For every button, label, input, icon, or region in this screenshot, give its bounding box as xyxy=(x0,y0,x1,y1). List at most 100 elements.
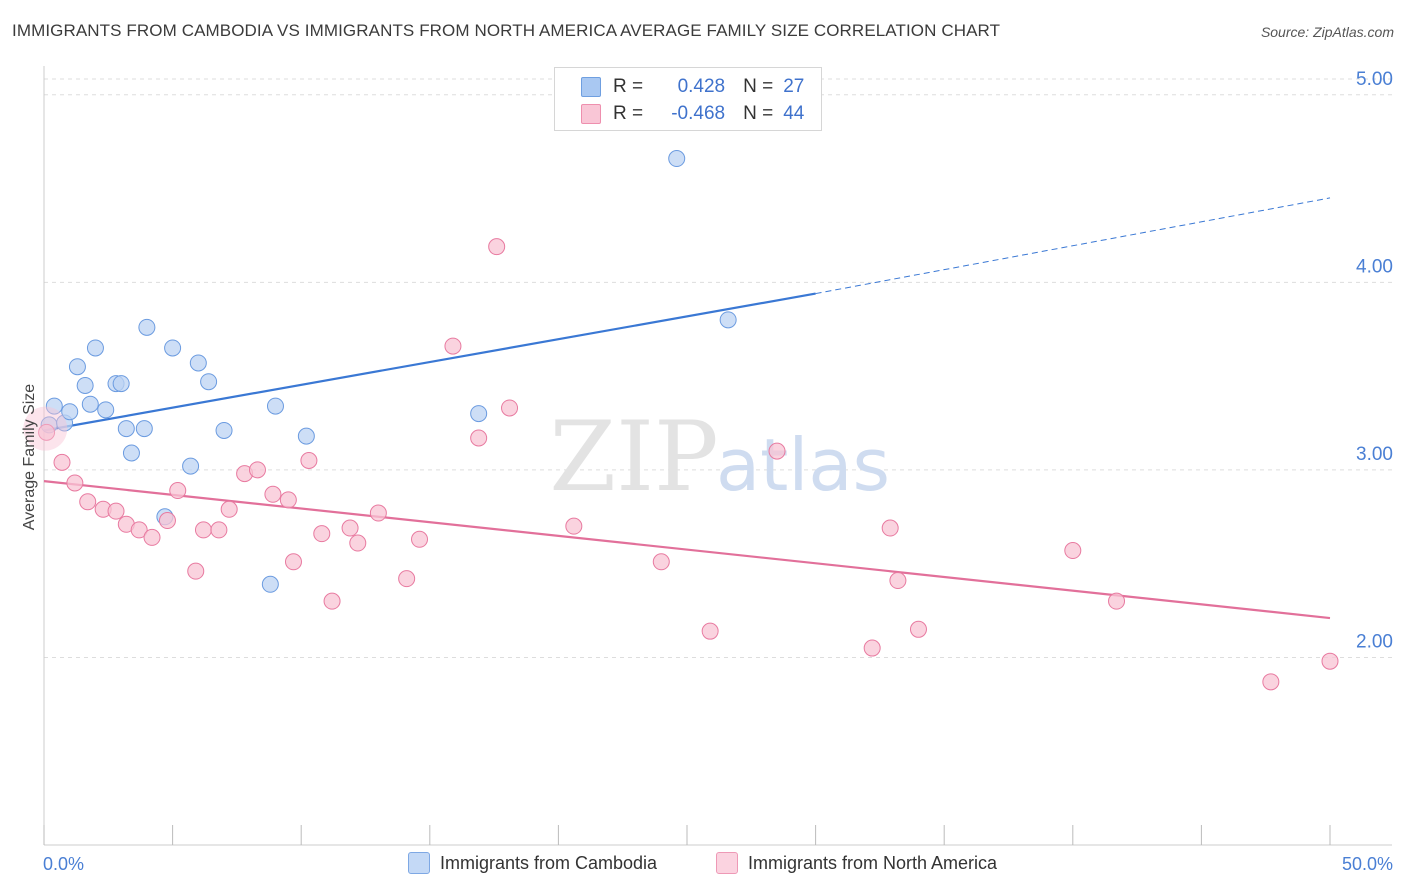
gridlines xyxy=(44,78,1392,658)
point-north-america xyxy=(38,423,56,441)
legend-r-label: R = xyxy=(613,76,644,97)
legend-n-value: 27 xyxy=(783,76,805,97)
point-cambodia xyxy=(122,444,140,462)
chart-title: IMMIGRANTS FROM CAMBODIA VS IMMIGRANTS F… xyxy=(12,21,1001,40)
legend-swatch-cambodia xyxy=(581,77,601,97)
legend-label-cambodia: Immigrants from Cambodia xyxy=(440,852,658,873)
y-tick-label: 2.00 xyxy=(1356,631,1393,652)
x-tick-label: 0.0% xyxy=(43,854,84,874)
legend-row-cambodia: R = 0.428 N = 27 xyxy=(555,73,804,101)
y-axis-label: Average Family Size xyxy=(21,384,38,531)
legend-r-label: R = xyxy=(613,103,644,124)
point-north-america xyxy=(158,512,176,530)
point-north-america xyxy=(501,399,519,417)
y-tick-label: 3.00 xyxy=(1356,444,1393,465)
point-north-america xyxy=(341,519,359,537)
axes xyxy=(43,66,1392,846)
point-cambodia xyxy=(719,311,737,329)
point-north-america xyxy=(313,525,331,543)
point-cambodia xyxy=(61,403,79,421)
legend-r-value: -0.468 xyxy=(671,103,726,124)
point-north-america xyxy=(248,461,266,479)
point-north-america xyxy=(1108,592,1126,610)
point-north-america xyxy=(768,442,786,460)
legend-row-north-america: R = -0.468 N = 44 xyxy=(555,100,804,128)
point-north-america xyxy=(1321,652,1339,670)
point-north-america xyxy=(398,570,416,588)
point-north-america xyxy=(130,521,148,539)
point-cambodia xyxy=(215,421,233,439)
point-north-america xyxy=(369,504,387,522)
point-north-america xyxy=(279,491,297,509)
legend-r-value: 0.428 xyxy=(677,76,726,97)
point-cambodia xyxy=(182,457,200,475)
point-north-america xyxy=(284,553,302,571)
series-legend: Immigrants from Cambodia Immigrants from… xyxy=(0,852,1406,878)
legend-item-north-america: Immigrants from North America xyxy=(716,852,997,874)
point-north-america xyxy=(300,452,318,469)
point-north-america xyxy=(909,620,927,638)
point-north-america xyxy=(863,639,881,657)
point-north-america xyxy=(210,521,228,539)
point-north-america xyxy=(220,500,238,518)
point-cluster xyxy=(23,406,68,451)
point-cambodia xyxy=(135,420,153,438)
legend-swatch-north-america xyxy=(716,852,738,874)
point-cambodia xyxy=(266,397,284,415)
point-cambodia xyxy=(112,375,130,393)
point-cambodia xyxy=(117,420,135,438)
point-north-america xyxy=(169,482,187,500)
point-north-america xyxy=(66,474,84,492)
legend-swatch-north-america xyxy=(581,104,601,124)
point-cambodia xyxy=(164,339,182,357)
point-north-america xyxy=(323,592,341,610)
point-cambodia xyxy=(45,397,63,415)
legend-n-value: 44 xyxy=(783,103,805,124)
point-cambodia xyxy=(81,395,99,413)
point-north-america xyxy=(143,528,161,546)
point-cambodia xyxy=(200,373,218,391)
point-north-america xyxy=(264,485,282,503)
data-points xyxy=(23,150,1339,691)
point-north-america xyxy=(652,553,670,571)
point-north-america xyxy=(53,453,71,471)
point-cambodia xyxy=(86,339,104,357)
watermark-atlas: atlas xyxy=(716,423,890,507)
watermark: ZIP atlas xyxy=(549,401,890,513)
point-north-america xyxy=(889,572,907,590)
point-north-america xyxy=(107,502,125,520)
source-label: Source: ZipAtlas.com xyxy=(1260,24,1394,40)
point-north-america xyxy=(194,521,212,539)
point-cambodia xyxy=(76,376,94,394)
point-north-america xyxy=(444,337,462,355)
correlation-legend: R = 0.428 N = 27 R = -0.468 N = 44 xyxy=(554,67,822,131)
point-cambodia xyxy=(68,358,86,376)
watermark-zip: ZIP xyxy=(549,401,718,513)
legend-swatch-cambodia xyxy=(408,852,430,874)
point-cambodia xyxy=(668,150,686,168)
trendline-cambodia-extension xyxy=(815,197,1331,295)
point-north-america xyxy=(1064,542,1082,560)
point-north-america xyxy=(411,530,429,548)
point-north-america xyxy=(881,519,899,537)
point-north-america xyxy=(565,517,583,535)
trendline-cambodia xyxy=(43,292,816,432)
x-tick-label: 50.0% xyxy=(1342,854,1393,874)
point-north-america xyxy=(349,534,367,552)
point-north-america xyxy=(79,493,97,511)
point-north-america xyxy=(701,622,719,640)
point-cambodia xyxy=(297,427,315,445)
y-tick-label: 5.00 xyxy=(1356,69,1393,90)
point-north-america xyxy=(187,562,205,580)
point-cambodia xyxy=(97,401,115,419)
point-north-america xyxy=(470,429,488,447)
point-north-america xyxy=(488,238,506,256)
legend-n-label: N = xyxy=(743,76,774,97)
legend-label-north-america: Immigrants from North America xyxy=(748,852,998,873)
point-cambodia xyxy=(189,354,207,372)
point-cambodia xyxy=(470,405,488,423)
y-tick-labels: 2.00 3.00 4.00 5.00 xyxy=(1356,69,1393,653)
point-north-america xyxy=(1262,673,1280,691)
legend-item-cambodia: Immigrants from Cambodia xyxy=(408,852,657,874)
